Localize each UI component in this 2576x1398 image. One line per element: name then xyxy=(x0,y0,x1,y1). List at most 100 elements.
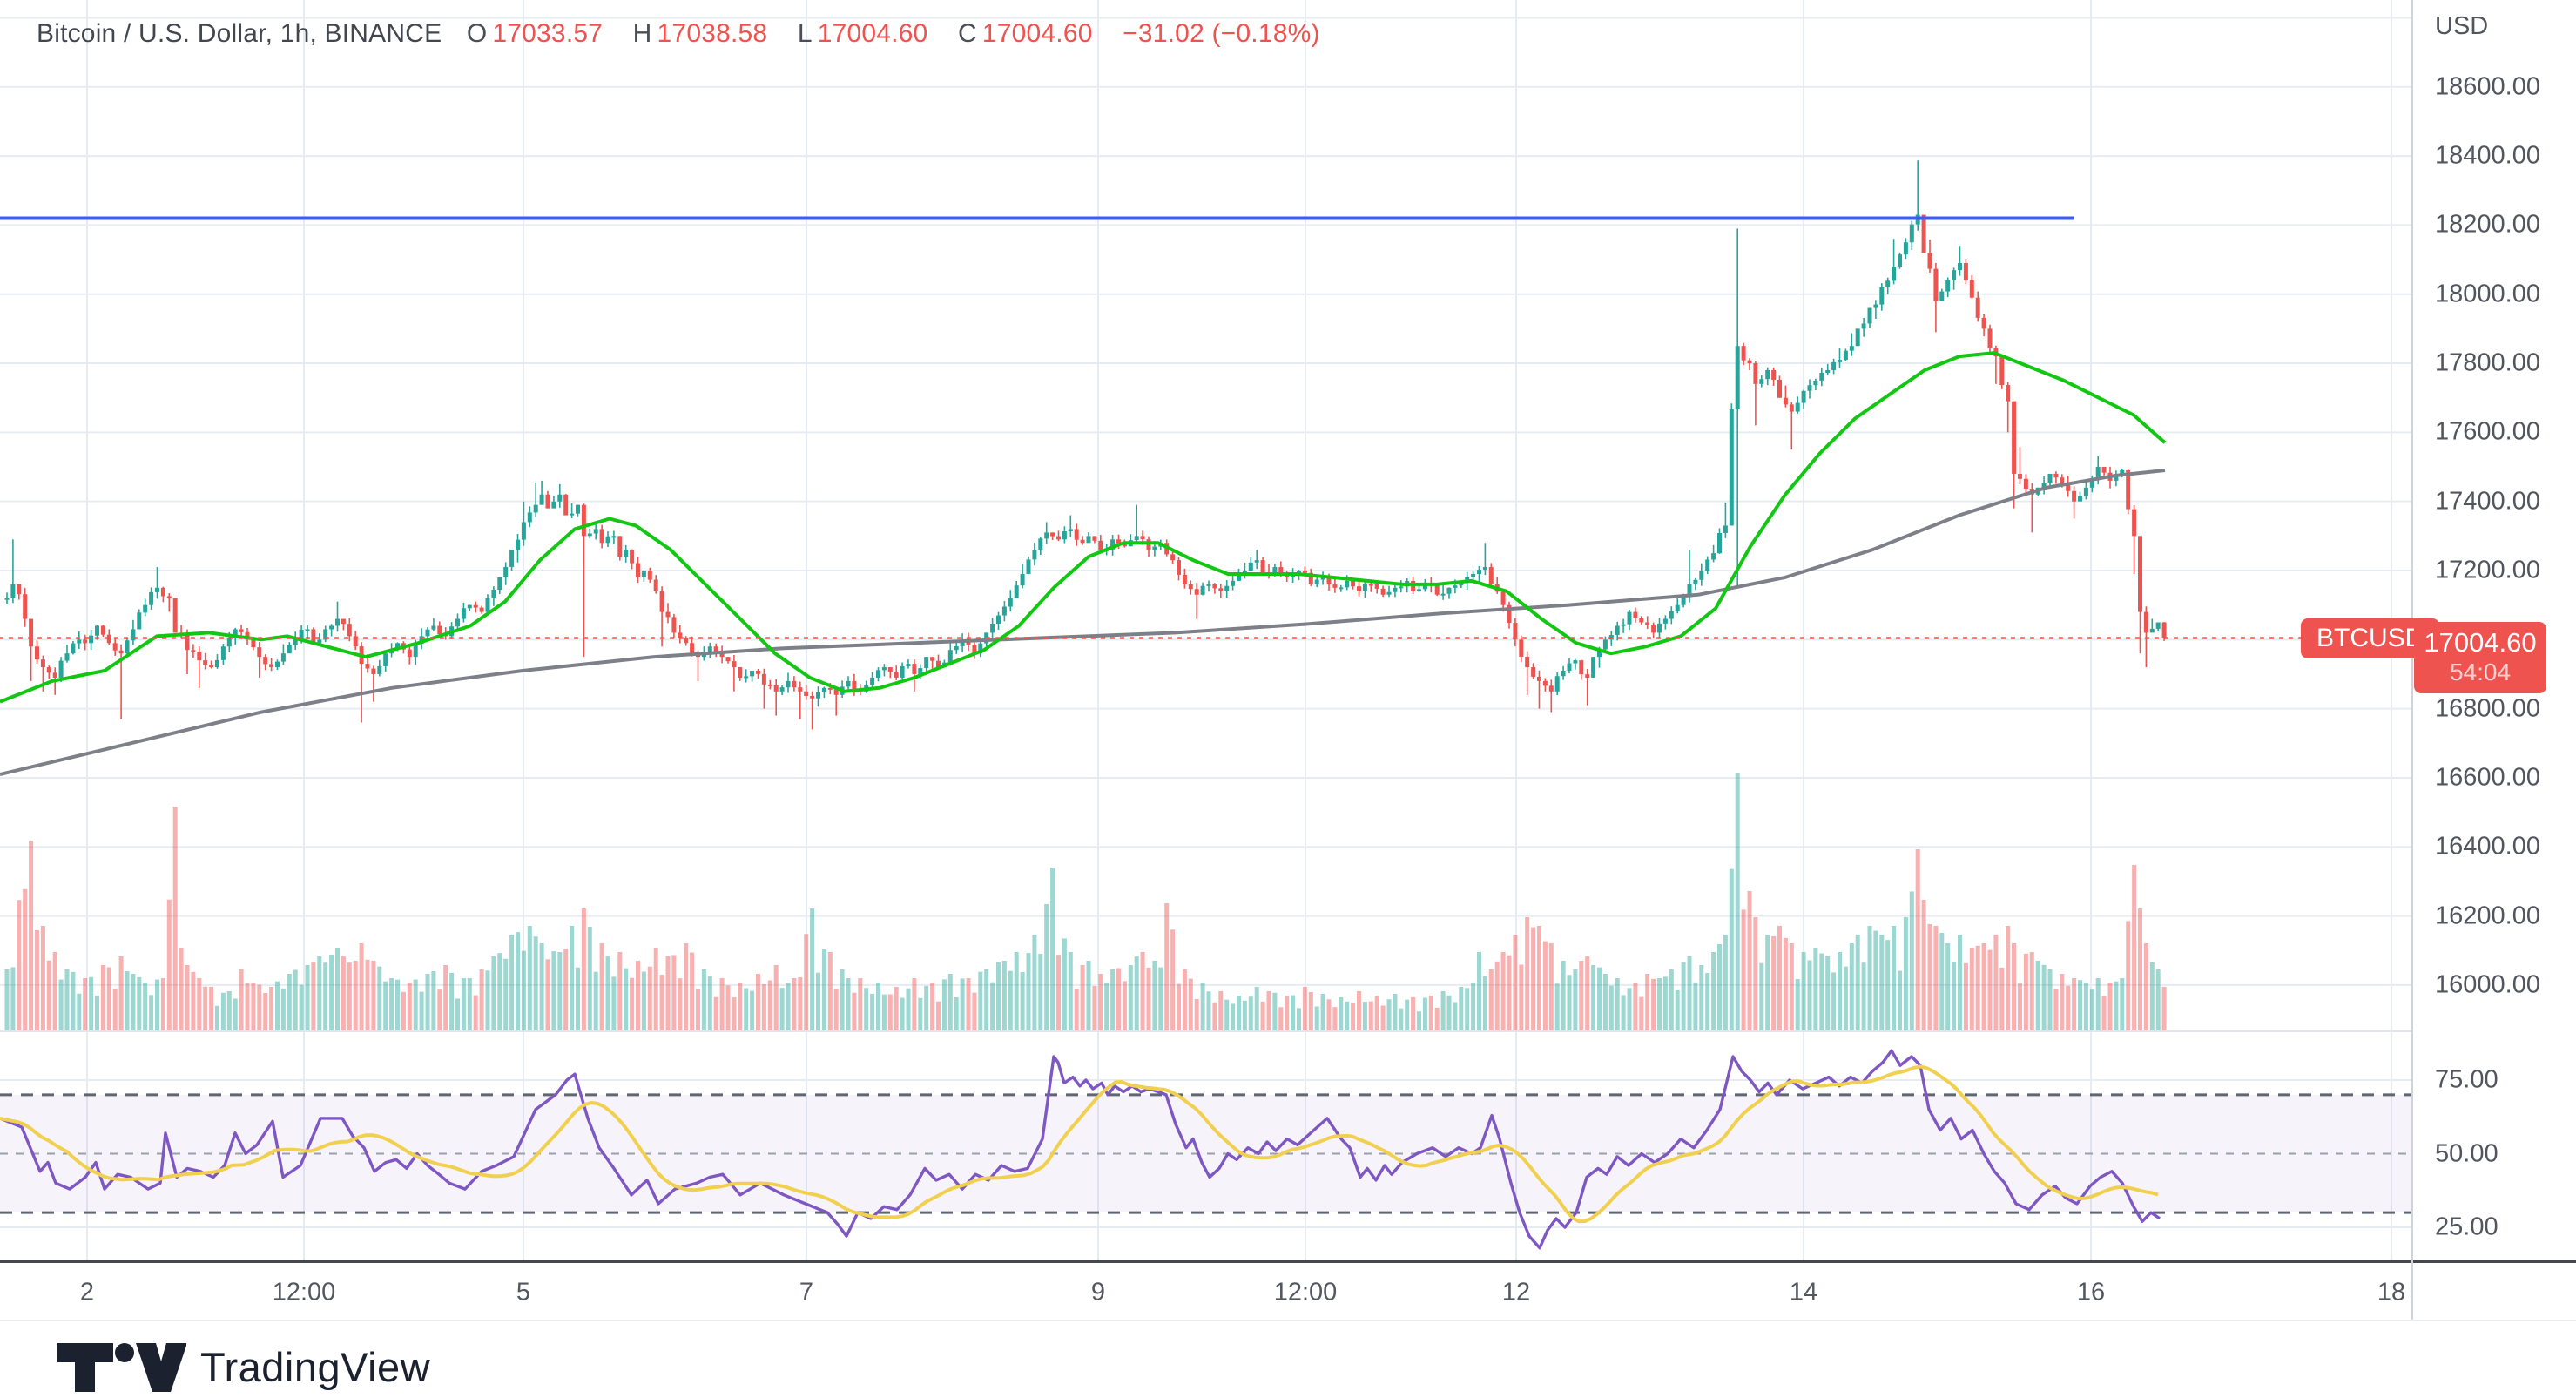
volume-bar xyxy=(1062,938,1067,1030)
volume-bar xyxy=(395,979,400,1030)
volume-bar xyxy=(779,988,785,1030)
candle-body xyxy=(636,563,640,577)
volume-bar xyxy=(936,1001,941,1030)
volume-bar xyxy=(539,943,544,1030)
volume-bar xyxy=(1177,983,1181,1030)
volume-bar xyxy=(1675,989,1680,1030)
candle-body xyxy=(593,529,598,534)
candle-body xyxy=(1513,623,1518,640)
symbol-legend[interactable]: Bitcoin / U.S. Dollar, 1h, BINANCE O 1703… xyxy=(37,19,1325,49)
candle-body xyxy=(1368,584,1373,586)
volume-bar xyxy=(894,987,899,1030)
volume-bar xyxy=(1465,988,1470,1030)
volume-bar xyxy=(1164,903,1170,1030)
volume-bar xyxy=(1074,989,1079,1030)
volume-bar xyxy=(1122,981,1127,1030)
volume-bar xyxy=(858,978,863,1030)
volume-bar xyxy=(1050,868,1055,1030)
candle-body xyxy=(1597,649,1602,658)
volume-bar xyxy=(1308,991,1313,1030)
candle-body xyxy=(1591,657,1596,678)
candle-body xyxy=(1909,224,1914,243)
candle-body xyxy=(1320,577,1325,580)
candle-body xyxy=(1188,584,1193,590)
volume-bar xyxy=(1446,995,1452,1030)
volume-bar xyxy=(1032,935,1037,1030)
candle-body xyxy=(1140,536,1145,540)
candle-body xyxy=(563,494,569,516)
price-axis[interactable]: USD 18600.00 18400.00 18200.00 18000.00 1780… xyxy=(2412,0,2576,1320)
volume-bar xyxy=(275,981,280,1030)
candle-body xyxy=(2138,536,2142,612)
candle-body xyxy=(1092,536,1097,541)
volume-bar xyxy=(972,992,977,1030)
volume-bar xyxy=(719,978,725,1030)
candle-body xyxy=(521,522,526,540)
volume-bar xyxy=(347,962,352,1030)
candle-body xyxy=(106,634,111,644)
candle-body xyxy=(786,680,791,688)
volume-bar xyxy=(1212,1002,1217,1030)
volume-bar xyxy=(2006,926,2011,1030)
volume-bar xyxy=(1399,1008,1404,1030)
volume-bar xyxy=(804,934,809,1030)
candle-body xyxy=(58,660,64,678)
volume-bar xyxy=(485,970,490,1030)
candle-body xyxy=(347,624,352,637)
candle-body xyxy=(1723,525,1728,533)
candle-body xyxy=(461,608,466,619)
candle-body xyxy=(773,685,779,692)
volume-bar xyxy=(1885,940,1891,1030)
volume-bar xyxy=(696,989,700,1030)
price-tick-label: 16400.00 xyxy=(2435,832,2540,861)
candle-body xyxy=(160,587,165,597)
volume-bar xyxy=(1110,969,1116,1030)
tradingview-logo[interactable]: TradingView xyxy=(56,1340,430,1394)
volume-bar xyxy=(131,974,136,1030)
candle-body xyxy=(2006,385,2011,402)
volume-bar xyxy=(990,982,995,1030)
volume-bar xyxy=(287,974,292,1030)
change-value: −31.02 (−0.18%) xyxy=(1123,19,1320,48)
volume-bar xyxy=(1080,965,1085,1030)
volume-bar xyxy=(1975,945,1980,1030)
candle-body xyxy=(533,504,538,513)
candle-body xyxy=(936,660,941,668)
candle-body xyxy=(1675,604,1680,611)
volume-bar xyxy=(1669,969,1674,1030)
price-tick-label: 17800.00 xyxy=(2435,348,2540,377)
candle-body xyxy=(311,629,316,644)
candle-body xyxy=(395,643,400,650)
volume-bar xyxy=(624,968,629,1030)
volume-bar xyxy=(1182,969,1187,1030)
candle-body xyxy=(1170,554,1176,561)
candle-body xyxy=(2083,487,2088,496)
volume-bar xyxy=(1260,1001,1265,1030)
volume-bar xyxy=(1639,996,1644,1030)
candle-body xyxy=(455,618,460,627)
volume-bar xyxy=(924,985,929,1030)
volume-bar xyxy=(419,991,424,1030)
volume-bar xyxy=(106,967,111,1030)
volume-bar xyxy=(1513,935,1518,1030)
volume-bar xyxy=(1242,1000,1247,1030)
volume-bar xyxy=(1867,926,1872,1030)
volume-bar xyxy=(1393,994,1398,1030)
volume-bar xyxy=(1958,935,1962,1030)
ma-slow-line xyxy=(0,469,2166,776)
candle-body xyxy=(2095,467,2101,479)
candle-body xyxy=(1615,625,1620,636)
volume-bar xyxy=(23,888,28,1030)
volume-bar xyxy=(46,960,51,1030)
candle-body xyxy=(605,536,610,544)
time-axis[interactable]: 2 12:00 5 7 9 12:00 12 14 16 18 xyxy=(0,1264,2412,1320)
candle-body xyxy=(1807,385,1812,391)
time-tick-label: 14 xyxy=(1789,1278,1818,1306)
volume-bar xyxy=(1194,998,1199,1030)
axis-separator xyxy=(0,1260,2576,1263)
candle-body xyxy=(1314,579,1319,584)
candle-body xyxy=(690,643,695,654)
volume-bar xyxy=(64,969,70,1030)
